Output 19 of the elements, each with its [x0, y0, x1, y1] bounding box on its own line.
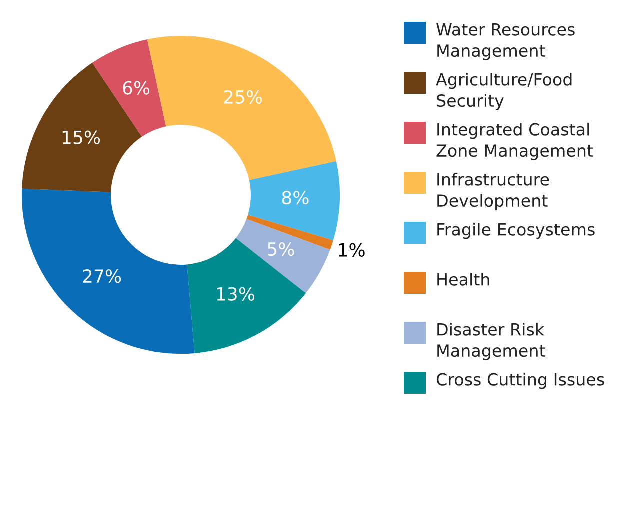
data-label: 27% — [83, 270, 122, 284]
legend-label: Integrated Coastal Zone Management — [436, 123, 594, 160]
donut-slice — [22, 188, 195, 354]
data-label: 1% — [339, 243, 365, 257]
data-label: 5% — [268, 242, 294, 256]
data-label: 15% — [62, 130, 100, 144]
data-label: 25% — [224, 90, 262, 104]
legend-label: Cross Cutting Issues — [436, 373, 604, 390]
legend-label: Agriculture/Food Security — [436, 73, 572, 110]
legend-label: Water Resources Management — [436, 24, 575, 60]
donut-slice — [187, 238, 306, 354]
legend-label: Health — [438, 273, 490, 286]
legend-label: Disaster Risk Management — [438, 323, 546, 360]
data-label: 8% — [282, 190, 309, 205]
legend-label: Fragile Ecosystems — [438, 223, 595, 240]
donut-slice — [248, 161, 340, 240]
data-label: 6% — [123, 81, 150, 95]
legend-label: Infrastructure Development — [438, 173, 550, 210]
data-label: 13% — [217, 287, 255, 301]
